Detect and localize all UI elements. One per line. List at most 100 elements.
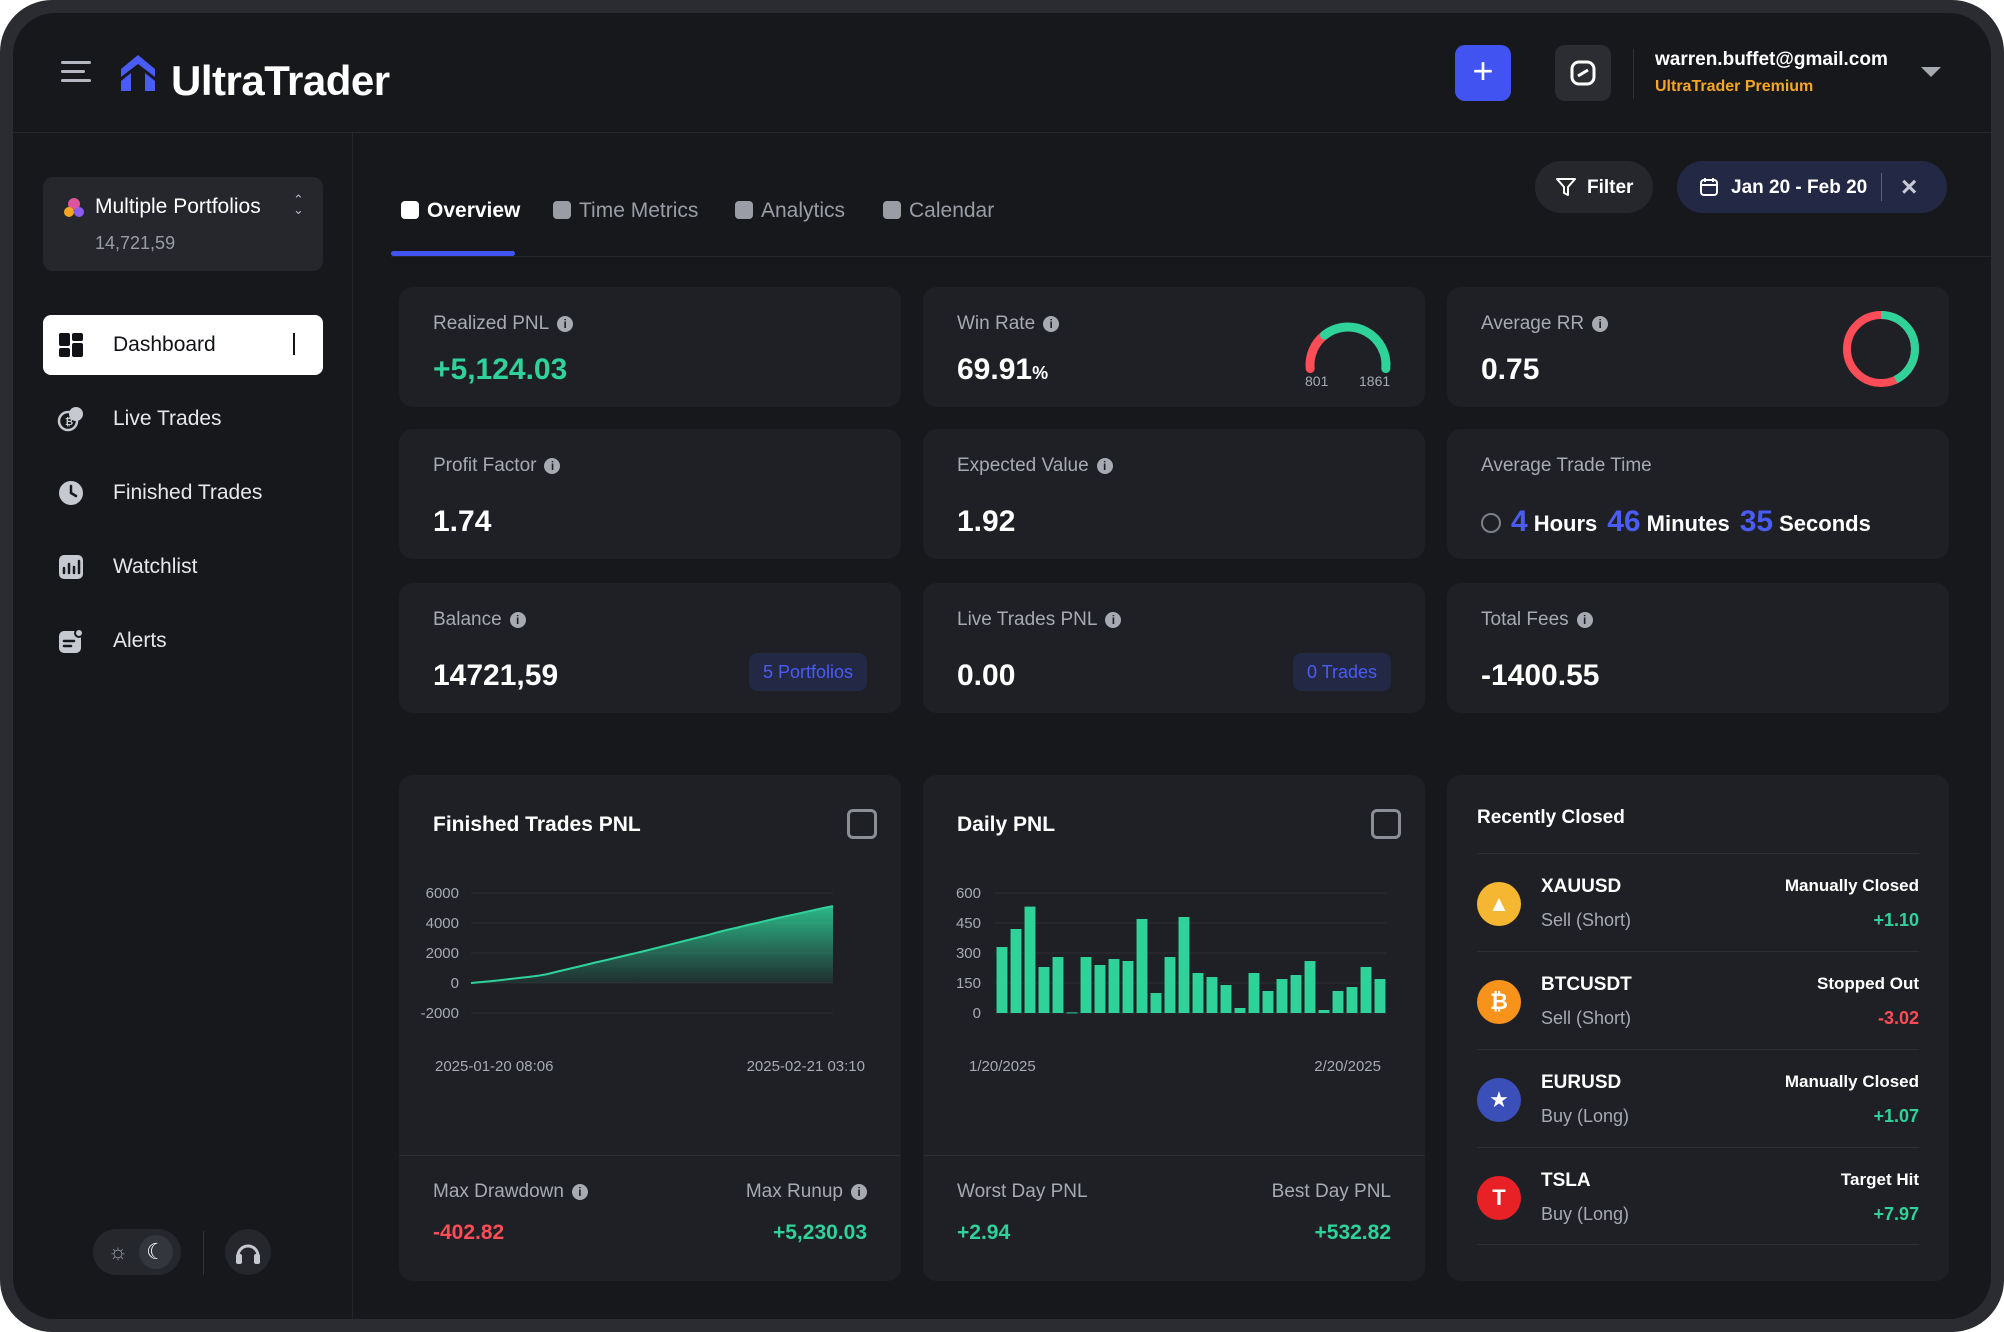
list-item[interactable]: T TSLA Buy (Long) Target Hit +7.97	[1477, 1147, 1919, 1245]
x-tick-label: 1/20/2025	[969, 1058, 1036, 1075]
sun-icon[interactable]: ☼	[107, 1239, 129, 1264]
bar	[1374, 979, 1386, 1013]
y-tick-label: 300	[956, 945, 981, 962]
calendar-icon	[883, 201, 901, 219]
analytics-icon	[735, 201, 753, 219]
chart-title: Finished Trades PNL	[433, 813, 641, 836]
recently-closed-title: Recently Closed	[1477, 807, 1625, 828]
menu-icon[interactable]	[61, 61, 91, 85]
app-logo-text[interactable]: UltraTrader	[171, 57, 390, 104]
bar	[1080, 957, 1092, 1013]
filter-icon	[1556, 178, 1576, 196]
realized-pnl-card: Realized PNL i +5,124.03	[399, 287, 901, 407]
info-icon[interactable]: i	[1105, 612, 1122, 628]
sidebar-item-label: Finished Trades	[113, 481, 263, 504]
sidebar-item-live-trades[interactable]: ₿ Live Trades	[43, 389, 323, 449]
sidebar-item-label: Live Trades	[113, 407, 222, 430]
sidebar-item-watchlist[interactable]: Watchlist	[43, 537, 323, 597]
bar	[1108, 959, 1120, 1013]
average-rr-value: 0.75	[1481, 353, 1540, 386]
divider	[1881, 173, 1882, 201]
info-icon[interactable]: i	[1043, 316, 1060, 332]
info-icon[interactable]: i	[557, 316, 574, 332]
trade-side: Buy (Long)	[1541, 1204, 1630, 1224]
trade-status: Manually Closed	[1784, 1072, 1919, 1091]
trade-status: Target Hit	[1840, 1170, 1919, 1189]
info-icon[interactable]: i	[1592, 316, 1609, 332]
card-label: Expected Value i	[957, 455, 1113, 477]
list-item[interactable]: ★ EURUSD Buy (Long) Manually Closed +1.07	[1477, 1049, 1919, 1147]
plus-icon: +	[1472, 50, 1494, 91]
close-icon[interactable]: ×	[1901, 171, 1918, 202]
divider	[399, 1155, 901, 1156]
portfolios-badge[interactable]: 5 Portfolios	[748, 653, 867, 691]
user-plan: UltraTrader Premium	[1655, 78, 1814, 95]
y-tick-label: 450	[956, 915, 981, 932]
theme-toggle[interactable]: ☼ ☾	[93, 1229, 181, 1275]
trade-pnl: +1.10	[1873, 910, 1919, 930]
info-icon[interactable]: i	[509, 612, 526, 628]
y-tick-label: 2000	[426, 945, 459, 962]
bar	[1010, 929, 1022, 1013]
best-day-pnl-value: +532.82	[1314, 1221, 1392, 1244]
chevron-down-icon[interactable]	[1921, 67, 1941, 77]
live-trades-pnl-card: Live Trades PNL i 0.00 0 Trades	[923, 583, 1425, 713]
portfolio-selector[interactable]: Multiple Portfolios 14,721,59 ⌃ ⌄	[43, 177, 323, 271]
trade-status: Stopped Out	[1817, 974, 1919, 993]
app-screen: UltraTrader + warren.buffet@gmail.com Ul…	[13, 13, 1991, 1319]
y-tick-label: -2000	[421, 1005, 459, 1022]
average-trade-time-card: Average Trade Time 4 Hours 46 Minutes 35 Seco…	[1447, 429, 1949, 559]
y-tick-label: 6000	[426, 885, 459, 902]
profit-factor-value: 1.74	[433, 505, 492, 538]
trades-badge[interactable]: 0 Trades	[1292, 653, 1391, 691]
view-tabs: Overview Time Metrics Analytics Calendar	[391, 133, 1991, 257]
expected-value-card: Expected Value i 1.92	[923, 429, 1425, 559]
tab-time-metrics[interactable]: Time Metrics	[553, 199, 698, 223]
sidebar-item-finished-trades[interactable]: Finished Trades	[43, 463, 323, 523]
expand-icon[interactable]	[847, 809, 877, 839]
win-rate-card: Win Rate i 69.91% 801 1861	[923, 287, 1425, 407]
bar	[1332, 991, 1344, 1013]
sidebar-item-alerts[interactable]: Alerts	[43, 611, 323, 671]
bar	[1262, 991, 1274, 1013]
expand-icon[interactable]	[1371, 809, 1401, 839]
rr-reward-arc	[1843, 311, 1919, 387]
y-tick-label: 4000	[426, 915, 459, 932]
tab-overview[interactable]: Overview	[401, 199, 520, 223]
clock-icon	[59, 481, 83, 505]
moon-icon[interactable]: ☾	[139, 1235, 173, 1269]
info-icon[interactable]: i	[851, 1184, 867, 1200]
info-icon[interactable]: i	[571, 1184, 588, 1200]
tab-analytics[interactable]: Analytics	[735, 199, 845, 223]
info-icon[interactable]: i	[1096, 458, 1113, 474]
sidebar-item-dashboard[interactable]: Dashboard	[43, 315, 323, 375]
info-icon[interactable]: i	[544, 458, 561, 474]
time-metrics-icon	[553, 201, 571, 219]
tab-calendar[interactable]: Calendar	[883, 199, 994, 223]
bar	[1192, 973, 1204, 1013]
recently-closed-card: Recently Closed ▲ XAUUSD Sell (Short) Manua…	[1447, 775, 1949, 1281]
card-label: Average RR i	[1481, 313, 1609, 335]
filter-button[interactable]: Filter	[1535, 161, 1653, 213]
card-label: Realized PNL i	[433, 313, 574, 335]
bar	[1178, 917, 1190, 1013]
divider	[1633, 49, 1634, 99]
chevron-up-down-icon[interactable]: ⌃ ⌄	[293, 192, 304, 217]
integrations-button[interactable]	[1555, 45, 1611, 101]
info-icon[interactable]: i	[1576, 612, 1593, 628]
card-label: Average Trade Time	[1481, 455, 1652, 476]
add-button[interactable]: +	[1455, 45, 1511, 101]
trade-side: Sell (Short)	[1541, 910, 1632, 930]
bar	[1024, 906, 1036, 1013]
bitcoin-icon: ₿	[1477, 980, 1521, 1024]
date-range-picker[interactable]: Jan 20 - Feb 20 ×	[1677, 161, 1947, 213]
list-item[interactable]: ₿ BTCUSDT Sell (Short) Stopped Out -3.02	[1477, 951, 1919, 1049]
sidebar: Multiple Portfolios 14,721,59 ⌃ ⌄ Dashboa…	[13, 133, 353, 1319]
list-item[interactable]: ▲ XAUUSD Sell (Short) Manually Closed +1.10	[1477, 853, 1919, 951]
support-button[interactable]	[225, 1229, 271, 1275]
trade-symbol: EURUSD	[1541, 1072, 1622, 1093]
sidebar-item-label: Dashboard	[113, 333, 216, 356]
bar	[996, 947, 1008, 1013]
user-email[interactable]: warren.buffet@gmail.com	[1655, 49, 1888, 70]
bar	[1094, 965, 1106, 1013]
